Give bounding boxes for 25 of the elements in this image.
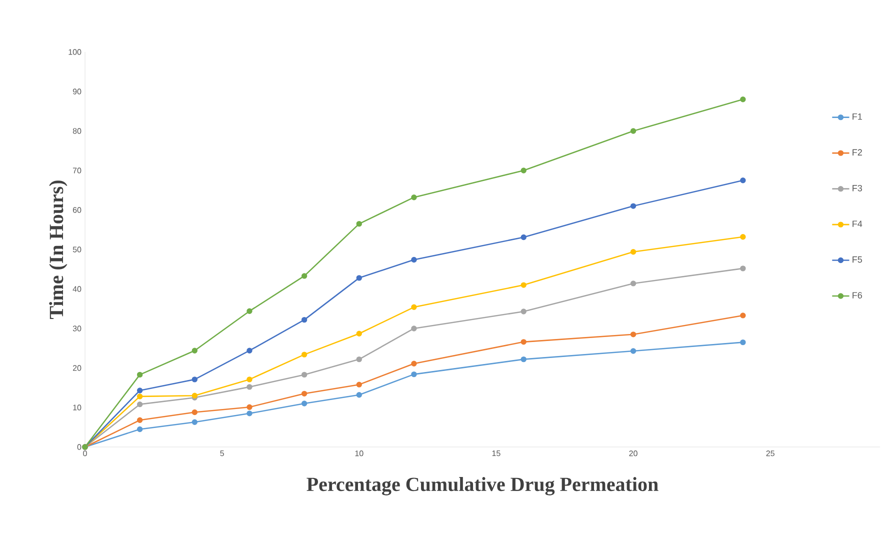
legend-label: F6 — [852, 292, 862, 298]
y-tick-label: 80 — [72, 128, 82, 134]
y-tick-label: 90 — [72, 88, 82, 94]
x-tick-label: 25 — [766, 450, 774, 456]
y-tick-label: 40 — [72, 286, 82, 292]
y-tick-label: 30 — [72, 326, 82, 332]
y-tick-label: 20 — [72, 365, 82, 371]
y-tick-label: 60 — [72, 207, 82, 213]
y-tick-label: 100 — [68, 49, 82, 55]
legend-label: F4 — [852, 220, 862, 227]
legend-label: F5 — [852, 256, 862, 263]
x-tick-label: 20 — [629, 450, 638, 456]
y-tick-label: 50 — [72, 246, 82, 252]
y-tick-label: 10 — [73, 404, 82, 410]
y-tick-label: 70 — [72, 168, 82, 174]
x-tick-label: 0 — [83, 450, 87, 456]
legend-label: F3 — [852, 184, 862, 192]
x-tick-label: 5 — [220, 450, 224, 456]
x-tick-label: 15 — [492, 450, 500, 456]
legend-label: F1 — [852, 113, 862, 120]
y-axis-title: Time (In Hours) — [49, 180, 68, 319]
x-axis-title: Percentage Cumulative Drug Permeation — [306, 477, 658, 496]
legend-label: F2 — [852, 149, 862, 156]
y-tick-label: 0 — [77, 444, 82, 450]
x-tick-label: 10 — [355, 450, 364, 456]
